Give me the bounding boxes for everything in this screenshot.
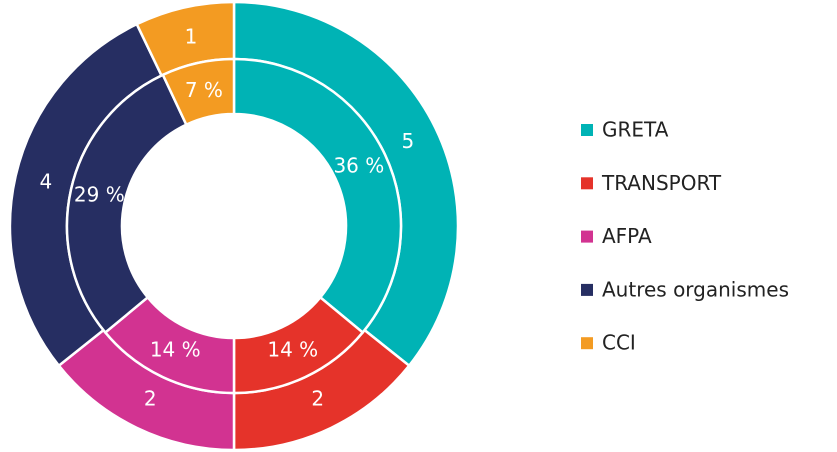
legend-swatch <box>581 283 593 296</box>
legend-swatch <box>581 124 593 136</box>
donut-segment <box>232 57 403 335</box>
data-label: 14 % <box>267 337 318 361</box>
data-label: 36 % <box>333 154 384 178</box>
data-label: 29 % <box>74 182 125 206</box>
data-label: 14 % <box>150 337 201 361</box>
legend-label: TRANSPORT <box>601 171 722 195</box>
data-label: 2 <box>144 386 157 410</box>
data-label: 4 <box>39 170 52 194</box>
donut-segment <box>65 73 188 335</box>
legend-swatch <box>581 177 593 190</box>
legend-swatch <box>581 230 593 243</box>
data-label: 5 <box>402 129 415 153</box>
legend-label: GRETA <box>602 118 669 142</box>
data-label: 7 % <box>185 78 223 102</box>
data-label: 1 <box>185 24 198 48</box>
donut-segment <box>161 57 236 127</box>
legend-label: Autres organismes <box>602 277 789 301</box>
legend-swatch <box>581 337 593 350</box>
legend-label: CCI <box>602 331 636 355</box>
legend-label: AFPA <box>602 224 652 248</box>
data-label: 2 <box>311 386 324 410</box>
